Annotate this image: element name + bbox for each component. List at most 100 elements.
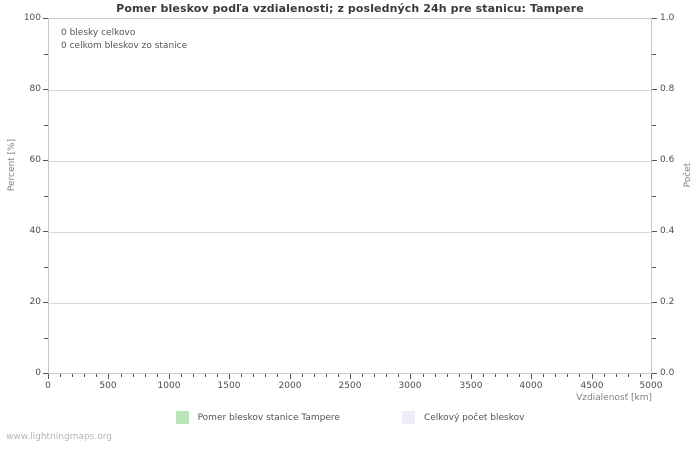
x-label-2000: 2000	[278, 381, 302, 391]
annotation-station-strokes: 0 celkom bleskov zo stanice	[61, 41, 188, 51]
tick-y-left-100	[43, 18, 48, 19]
tick-x-3800	[507, 374, 508, 377]
axis-title-bottom: Vzdialenosť [km]	[576, 393, 652, 403]
tick-x-1400	[217, 374, 218, 377]
tick-x-4100	[543, 374, 544, 377]
tick-x-4800	[628, 374, 629, 377]
y-right-label-0-2: 0.2	[660, 297, 675, 307]
tick-x-3500	[471, 374, 472, 379]
annotation-total-strokes: 0 blesky celkovo	[61, 28, 136, 38]
y-right-label-0-6: 0.6	[660, 155, 675, 165]
tick-y-left-70	[44, 125, 48, 126]
x-label-3000: 3000	[398, 381, 422, 391]
x-label-5000: 5000	[639, 381, 663, 391]
tick-x-100	[60, 374, 61, 377]
x-label-1500: 1500	[217, 381, 241, 391]
axis-title-right: Počet	[683, 162, 693, 188]
tick-x-1800	[265, 374, 266, 377]
x-label-1000: 1000	[157, 381, 181, 391]
y-right-label-0-4: 0.4	[660, 226, 675, 236]
tick-x-2300	[326, 374, 327, 377]
tick-y-left-50	[44, 196, 48, 197]
axis-title-left: Percent [%]	[7, 138, 17, 192]
tick-x-300	[84, 374, 85, 377]
legend-item-total[interactable]: Celkový počet bleskov	[401, 411, 525, 424]
page-title: Pomer bleskov podľa vzdialenosti; z posl…	[116, 2, 584, 15]
tick-x-4400	[579, 374, 580, 377]
tick-x-4200	[555, 374, 556, 377]
tick-y-right-0-7	[652, 125, 656, 126]
tick-x-2600	[362, 374, 363, 377]
tick-x-2200	[314, 374, 315, 377]
legend-item-ratio[interactable]: Pomer bleskov stanice Tampere	[175, 411, 340, 424]
tick-y-left-10	[44, 338, 48, 339]
gridline-40	[49, 232, 651, 233]
tick-y-right-0-5	[652, 196, 656, 197]
tick-x-600	[121, 374, 122, 377]
tick-x-4500	[592, 374, 593, 379]
tick-y-left-60	[43, 160, 48, 161]
tick-x-2000	[290, 374, 291, 379]
y-left-label-20: 20	[29, 297, 41, 307]
legend-swatch-total	[401, 411, 415, 424]
tick-y-right-1-0	[652, 18, 657, 19]
x-label-500: 500	[99, 381, 117, 391]
gridline-60	[49, 161, 651, 162]
tick-x-900	[157, 374, 158, 377]
y-left-label-100: 100	[23, 13, 41, 23]
tick-x-3100	[423, 374, 424, 377]
y-right-label-0-8: 0.8	[660, 84, 675, 94]
tick-x-3600	[483, 374, 484, 377]
x-label-4500: 4500	[580, 381, 604, 391]
tick-y-right-0-4	[652, 231, 657, 232]
tick-y-right-0-0	[652, 373, 657, 374]
tick-y-right-0-1	[652, 338, 656, 339]
tick-x-2800	[386, 374, 387, 377]
tick-x-500	[108, 374, 109, 379]
tick-x-700	[133, 374, 134, 377]
tick-x-1100	[181, 374, 182, 377]
x-label-4000: 4000	[519, 381, 543, 391]
tick-x-1600	[241, 374, 242, 377]
tick-y-right-0-3	[652, 267, 656, 268]
tick-y-left-20	[43, 302, 48, 303]
tick-y-right-0-2	[652, 302, 657, 303]
y-left-label-40: 40	[29, 226, 41, 236]
x-label-3500: 3500	[459, 381, 483, 391]
tick-x-3300	[447, 374, 448, 377]
tick-x-3900	[519, 374, 520, 377]
tick-y-left-90	[44, 54, 48, 55]
tick-x-4000	[531, 374, 532, 379]
tick-x-2700	[374, 374, 375, 377]
tick-y-left-30	[44, 267, 48, 268]
tick-x-1000	[169, 374, 170, 379]
y-left-label-0: 0	[35, 368, 41, 378]
legend-swatch-ratio	[175, 411, 189, 424]
tick-x-400	[96, 374, 97, 377]
y-left-label-60: 60	[29, 155, 41, 165]
tick-x-4700	[616, 374, 617, 377]
tick-x-200	[72, 374, 73, 377]
tick-y-left-40	[43, 231, 48, 232]
x-label-2500: 2500	[338, 381, 362, 391]
tick-x-5000	[651, 374, 652, 379]
tick-x-1300	[205, 374, 206, 377]
tick-y-left-80	[43, 89, 48, 90]
tick-x-1200	[193, 374, 194, 377]
y-left-label-80: 80	[29, 84, 41, 94]
legend: Pomer bleskov stanice Tampere Celkový po…	[0, 411, 700, 424]
tick-x-3000	[410, 374, 411, 379]
tick-x-1500	[229, 374, 230, 379]
legend-label-ratio: Pomer bleskov stanice Tampere	[197, 412, 340, 423]
tick-x-3400	[459, 374, 460, 377]
tick-x-3200	[435, 374, 436, 377]
tick-y-right-0-8	[652, 89, 657, 90]
gridline-20	[49, 303, 651, 304]
legend-label-total: Celkový počet bleskov	[423, 412, 525, 423]
x-label-0: 0	[45, 381, 51, 391]
tick-x-1900	[277, 374, 278, 377]
gridline-80	[49, 90, 651, 91]
tick-x-2900	[398, 374, 399, 377]
plot-annotation: 0 blesky celkovo 0 celkom bleskov zo sta…	[61, 27, 187, 53]
tick-x-4900	[640, 374, 641, 377]
